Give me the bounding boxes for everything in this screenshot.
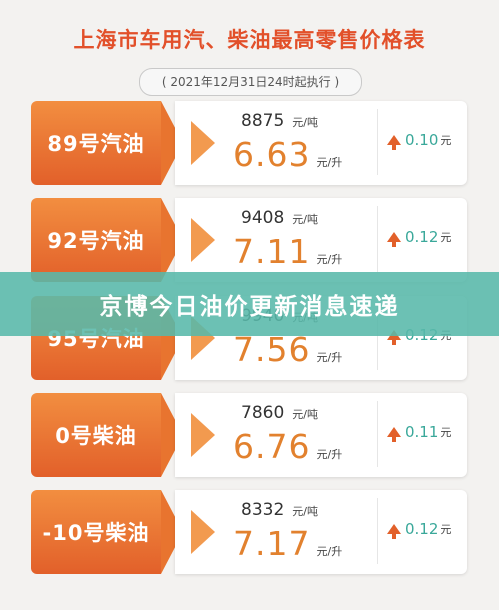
price-ton-unit: 元/吨 bbox=[292, 408, 318, 421]
up-arrow-icon bbox=[387, 135, 401, 150]
effective-date: ( 2021年12月31日24时起执行 ) bbox=[139, 68, 362, 96]
price-per-liter: 6.63 元/升 bbox=[233, 135, 383, 174]
price-ton-value: 8875 bbox=[241, 111, 285, 131]
price-ton-unit: 元/吨 bbox=[292, 116, 318, 129]
price-row: 89号汽油 8875 元/吨 6.63 元/升 0.10 元 bbox=[31, 101, 467, 185]
price-liter-unit: 元/升 bbox=[316, 351, 343, 364]
price-row: -10号柴油 8332 元/吨 7.17 元/升 0.12 元 bbox=[31, 490, 467, 574]
price-per-liter: 7.17 元/升 bbox=[233, 524, 383, 563]
price-change: 0.10 元 bbox=[387, 131, 452, 150]
price-change: 0.11 元 bbox=[387, 423, 452, 442]
divider bbox=[377, 401, 378, 467]
divider bbox=[377, 304, 378, 370]
fuel-label: 92号汽油 bbox=[31, 198, 183, 282]
triangle-pointer-icon bbox=[191, 218, 215, 262]
price-change-unit: 元 bbox=[440, 426, 452, 439]
fuel-label: 0号柴油 bbox=[31, 393, 183, 477]
price-liter-value: 6.63 bbox=[233, 135, 311, 174]
price-per-liter: 7.11 元/升 bbox=[233, 232, 383, 271]
price-change-value: 0.12 bbox=[405, 520, 439, 538]
price-change-value: 0.12 bbox=[405, 228, 439, 246]
price-row: 92号汽油 9408 元/吨 7.11 元/升 0.12 元 bbox=[31, 198, 467, 282]
price-card: 8332 元/吨 7.17 元/升 0.12 元 bbox=[175, 490, 467, 574]
price-liter-unit: 元/升 bbox=[316, 448, 343, 461]
page-title: 上海市车用汽、柴油最高零售价格表 bbox=[73, 28, 426, 52]
price-ton-value: 7860 bbox=[241, 403, 285, 423]
divider bbox=[377, 206, 378, 272]
up-arrow-icon bbox=[387, 524, 401, 539]
price-per-ton: 9408 元/吨 bbox=[241, 208, 371, 228]
price-change-unit: 元 bbox=[440, 134, 452, 147]
fuel-label: 89号汽油 bbox=[31, 101, 183, 185]
up-arrow-icon bbox=[387, 427, 401, 442]
price-ton-unit: 元/吨 bbox=[292, 505, 318, 518]
price-per-liter: 7.56 元/升 bbox=[233, 330, 383, 369]
price-ton-unit: 元/吨 bbox=[292, 213, 318, 226]
price-liter-value: 7.56 bbox=[233, 330, 311, 369]
price-change-value: 0.11 bbox=[405, 423, 439, 441]
triangle-pointer-icon bbox=[191, 121, 215, 165]
price-card: 7860 元/吨 6.76 元/升 0.11 元 bbox=[175, 393, 467, 477]
divider bbox=[377, 498, 378, 564]
price-per-ton: 8332 元/吨 bbox=[241, 500, 371, 520]
price-change-unit: 元 bbox=[440, 231, 452, 244]
news-banner: 京博今日油价更新消息速递 bbox=[0, 272, 499, 336]
price-change-unit: 元 bbox=[440, 523, 452, 536]
price-per-ton: 8875 元/吨 bbox=[241, 111, 371, 131]
price-ton-value: 8332 bbox=[241, 500, 285, 520]
price-per-ton: 7860 元/吨 bbox=[241, 403, 371, 423]
price-liter-unit: 元/升 bbox=[316, 156, 343, 169]
price-card: 8875 元/吨 6.63 元/升 0.10 元 bbox=[175, 101, 467, 185]
price-per-liter: 6.76 元/升 bbox=[233, 427, 383, 466]
triangle-pointer-icon bbox=[191, 510, 215, 554]
price-liter-value: 6.76 bbox=[233, 427, 311, 466]
price-liter-value: 7.17 bbox=[233, 524, 311, 563]
price-liter-unit: 元/升 bbox=[316, 253, 343, 266]
price-liter-value: 7.11 bbox=[233, 232, 311, 271]
price-change-value: 0.10 bbox=[405, 131, 439, 149]
fuel-label: -10号柴油 bbox=[31, 490, 183, 574]
triangle-pointer-icon bbox=[191, 413, 215, 457]
up-arrow-icon bbox=[387, 232, 401, 247]
divider bbox=[377, 109, 378, 175]
price-card: 9408 元/吨 7.11 元/升 0.12 元 bbox=[175, 198, 467, 282]
price-liter-unit: 元/升 bbox=[316, 545, 343, 558]
price-ton-value: 9408 bbox=[241, 208, 285, 228]
price-row: 0号柴油 7860 元/吨 6.76 元/升 0.11 元 bbox=[31, 393, 467, 477]
